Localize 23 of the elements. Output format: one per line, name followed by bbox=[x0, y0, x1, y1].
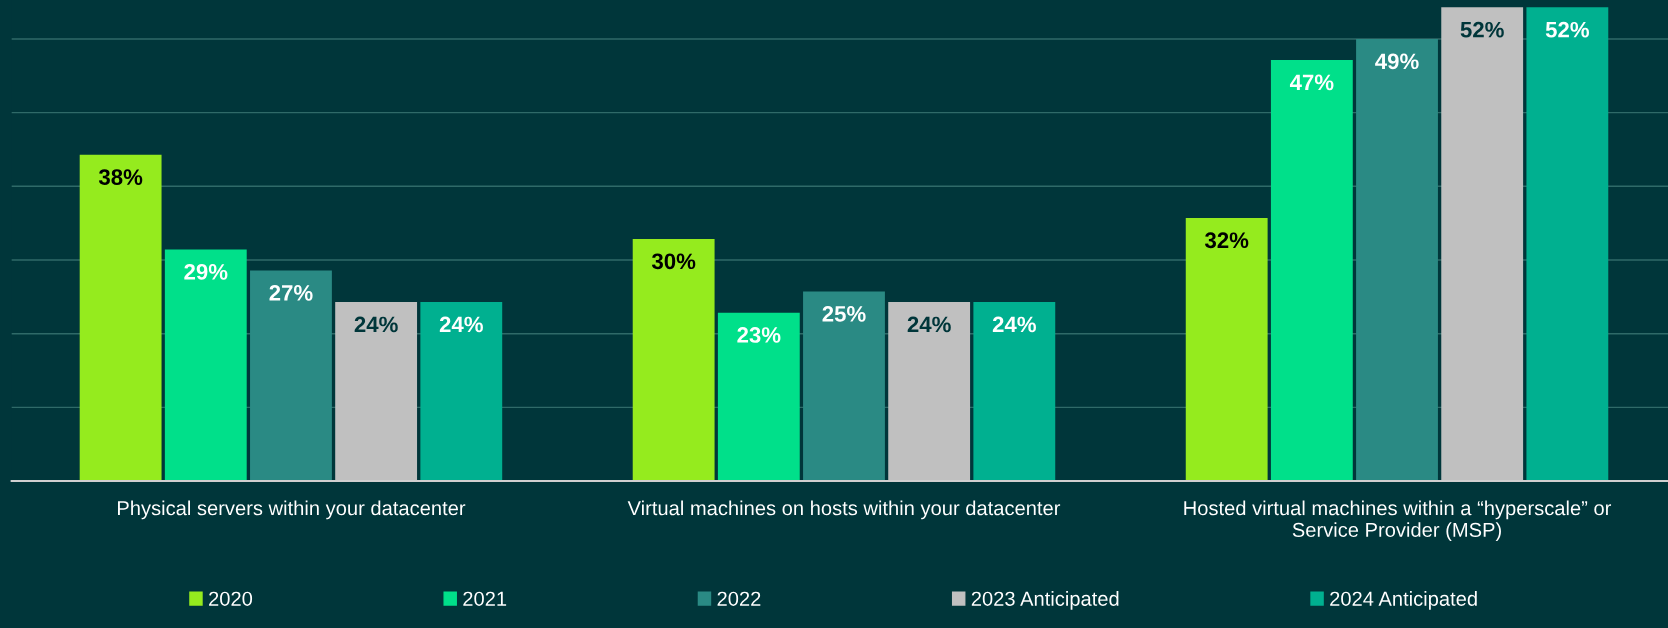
data-label: 38% bbox=[98, 169, 143, 185]
x-tick-label: Hosted virtual machines within a “hyperscale” or Service Provider (MSP) bbox=[1184, 500, 1612, 541]
data-label: 52% bbox=[1460, 21, 1504, 38]
data-label: 24% bbox=[992, 316, 1036, 333]
data-label: 24% bbox=[907, 316, 951, 333]
x-tick-label: Virtual machines on hosts within your datacenter bbox=[627, 500, 1061, 520]
data-label: 49% bbox=[1375, 53, 1419, 70]
data-label: 30% bbox=[651, 253, 696, 270]
legend-label: 2022 bbox=[717, 591, 761, 606]
data-label: 29% bbox=[184, 263, 228, 280]
data-label: 47% bbox=[1289, 74, 1334, 91]
x-tick-label: Physical servers within your datacenter bbox=[118, 500, 466, 520]
legend-label: 2021 bbox=[463, 591, 507, 606]
legend-label: 2020 bbox=[209, 591, 253, 606]
data-label: 32% bbox=[1204, 232, 1249, 249]
legend-label: 2024 Anticipated bbox=[1330, 591, 1477, 610]
data-label: 52% bbox=[1545, 21, 1589, 38]
data-label: 24% bbox=[439, 316, 483, 333]
legend-label: 2023 Anticipated bbox=[971, 591, 1119, 610]
data-label: 23% bbox=[737, 327, 781, 343]
data-label: 24% bbox=[354, 316, 398, 333]
data-label: 27% bbox=[269, 285, 313, 301]
data-label: 25% bbox=[822, 306, 866, 322]
